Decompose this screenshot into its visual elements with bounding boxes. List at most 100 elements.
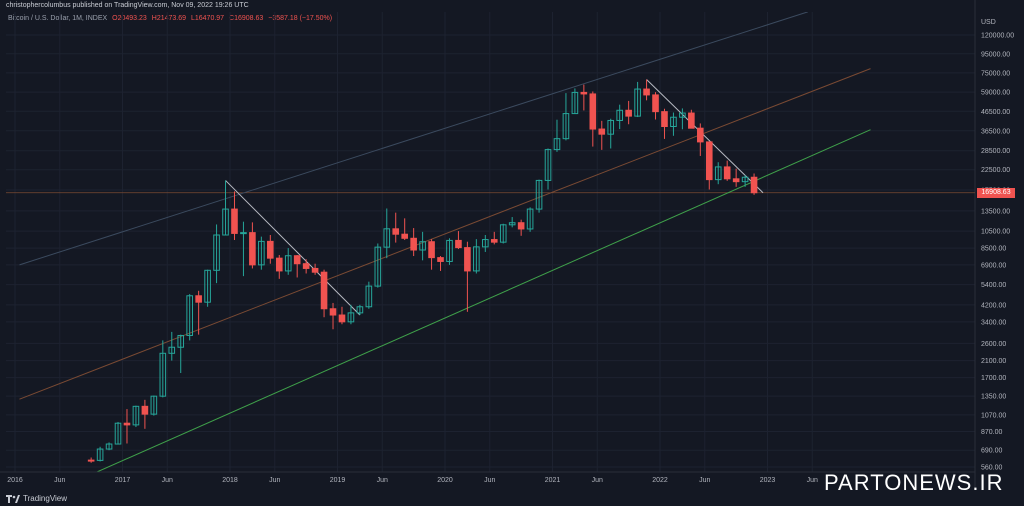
price-tick-label: 59000.00 (981, 90, 1010, 97)
time-tick-label: Jun (269, 477, 280, 484)
candles (87, 79, 758, 463)
candle-body-up (714, 166, 722, 181)
candle (401, 218, 408, 240)
candle-body-up (159, 352, 167, 397)
candle-body-up (365, 285, 373, 308)
candle-body-down (401, 233, 408, 239)
candle-body-down (338, 314, 346, 323)
candle-body-up (473, 246, 480, 272)
watermark: PARTONEWS.IR (824, 470, 1004, 495)
candle-body-up (616, 109, 623, 121)
time-axis[interactable]: 2016 Jun 2017 Jun 2018 Jun 2019 Jun 2020 Jun 2021 J… (0, 471, 975, 484)
candle-body-down (643, 88, 650, 96)
candle-body-down (589, 93, 597, 130)
symbol-label: Bitcoin / U.S. Dollar, 1M, INDEX (8, 15, 108, 22)
candle (607, 118, 615, 149)
candle-body-up (571, 91, 579, 115)
candle-body-down (455, 239, 462, 249)
candle (455, 231, 462, 250)
candle-body-down (437, 257, 444, 262)
candle-body-down (732, 178, 740, 183)
candle-body-down (123, 422, 131, 426)
candle-body-down (661, 111, 668, 128)
channel-mid-line (19, 68, 871, 400)
last-price-tag: 16908.63 (977, 187, 1015, 198)
channel-top-line (19, 12, 808, 266)
price-tick-label: 46500.00 (981, 109, 1010, 116)
time-tick-label: 2018 (222, 477, 238, 484)
candle-body-up (186, 295, 193, 336)
candle (499, 223, 507, 244)
candle (302, 259, 310, 274)
candle (123, 409, 131, 444)
price-tick-label: 22500.00 (981, 167, 1010, 174)
candle-body-down (598, 128, 606, 135)
candle-body-down (410, 237, 417, 251)
price-tick-label: 75000.00 (981, 70, 1010, 77)
price-axis[interactable]: USD 120000.00 95000.00 75000.00 59000.00 4650… (981, 19, 1014, 472)
candle (356, 304, 364, 316)
change-value: −3587.18 (−17.50%) (268, 15, 333, 22)
candle-body-down (311, 267, 319, 273)
time-tick-label: 2023 (760, 477, 776, 484)
candle (437, 256, 444, 271)
trendline-2021-line (646, 79, 764, 194)
candle (258, 236, 265, 270)
time-tick-label: Jun (484, 477, 495, 484)
candle (553, 119, 561, 152)
time-tick-label: Jun (162, 477, 173, 484)
candle (580, 84, 588, 111)
candle-body-up (258, 240, 265, 266)
candle-body-down (249, 232, 256, 266)
candle (240, 221, 247, 277)
candle-body-up (204, 269, 211, 303)
candle (195, 290, 202, 335)
candle-body-up (419, 241, 426, 251)
candle-body-down (87, 459, 95, 462)
price-tick-label: 5400.00 (981, 282, 1006, 289)
candle (267, 235, 274, 264)
candle-body-up (499, 224, 507, 243)
candle-body-down (195, 295, 202, 303)
candle (105, 442, 113, 451)
price-tick-label: 1700.00 (981, 375, 1006, 382)
candle-body-down (329, 308, 337, 316)
candle (347, 304, 355, 325)
candle (428, 239, 435, 270)
candle-body-down (302, 263, 310, 269)
candle (490, 231, 498, 245)
grid (6, 0, 976, 488)
candle (732, 168, 740, 187)
candle (714, 162, 722, 185)
candle (634, 81, 641, 118)
candle-body-down (293, 255, 301, 265)
candle-body-up (284, 255, 292, 272)
candle-body-down (267, 240, 274, 259)
candle (562, 93, 570, 141)
candle (338, 306, 346, 325)
candle-body-up (222, 208, 229, 236)
candle-body-up (347, 312, 355, 323)
candle-body-up (446, 239, 453, 262)
candle-body-up (374, 246, 382, 287)
price-tick-label: 1070.00 (981, 412, 1006, 419)
candle (723, 160, 731, 181)
candle-body-down (320, 271, 328, 310)
candle (383, 208, 391, 259)
candle-body-up (508, 222, 516, 226)
time-tick-label: Jun (807, 477, 818, 484)
candle-body-up (213, 234, 220, 271)
time-tick-label: 2022 (652, 477, 668, 484)
candle (616, 104, 623, 130)
low-value: L16470.97 (190, 15, 225, 22)
candle-body-down (625, 109, 632, 117)
candle (87, 457, 95, 463)
candle (96, 446, 104, 462)
candle (526, 207, 534, 232)
tradingview-logo[interactable]: TradingView (6, 494, 67, 503)
candle-body-down (464, 247, 471, 272)
candle-body-up (553, 138, 561, 151)
time-tick-label: 2020 (437, 477, 453, 484)
candle (544, 148, 552, 190)
